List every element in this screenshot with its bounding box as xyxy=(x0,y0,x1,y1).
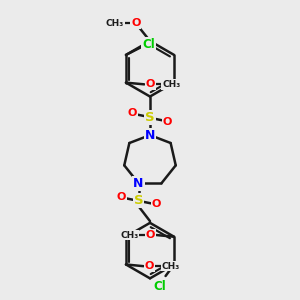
Text: O: O xyxy=(146,79,155,89)
Text: S: S xyxy=(145,111,155,124)
Text: S: S xyxy=(134,194,143,207)
Text: O: O xyxy=(116,193,126,202)
Text: CH₃: CH₃ xyxy=(161,262,180,271)
Text: CH₃: CH₃ xyxy=(106,19,124,28)
Text: Cl: Cl xyxy=(153,280,166,292)
Text: O: O xyxy=(163,117,172,127)
Text: O: O xyxy=(128,108,137,118)
Text: CH₃: CH₃ xyxy=(120,230,139,239)
Text: O: O xyxy=(145,261,154,271)
Text: methoxy: methoxy xyxy=(132,22,138,23)
Text: O: O xyxy=(152,199,161,209)
Text: O: O xyxy=(146,230,155,240)
Text: N: N xyxy=(134,177,144,190)
Text: CH₃: CH₃ xyxy=(162,80,180,89)
Text: N: N xyxy=(145,129,155,142)
Text: Cl: Cl xyxy=(142,38,155,51)
Text: N: N xyxy=(145,129,155,142)
Text: O: O xyxy=(131,18,140,28)
